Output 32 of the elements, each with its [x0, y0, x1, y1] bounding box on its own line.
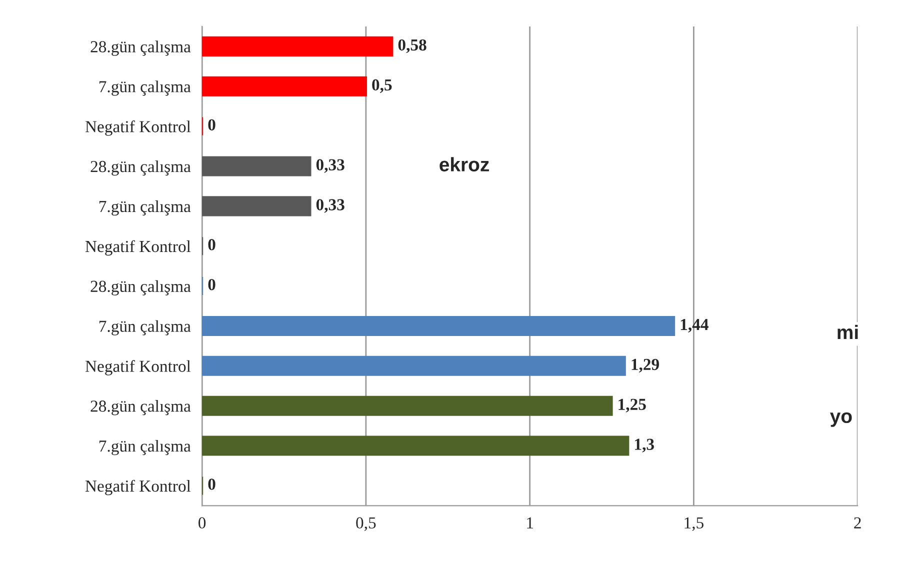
y-tick-label: 7.gün çalışma	[99, 80, 191, 96]
y-tick-label: 28.gün çalışma	[90, 160, 191, 176]
y-tick-label: 28.gün çalışma	[90, 40, 191, 56]
data-label: 1,44	[680, 318, 708, 333]
annotation: yo	[830, 412, 852, 427]
y-tick-label: 28.gün çalışma	[90, 280, 191, 296]
data-label: 0	[208, 239, 216, 250]
y-tick-label: 7.gün çalışma	[99, 440, 191, 456]
data-label: 0,33	[316, 199, 344, 213]
data-label: 1,25	[618, 398, 646, 412]
x-tick-label: 0	[198, 517, 206, 529]
x-tick-label: 2	[854, 517, 861, 528]
y-tick-label: Negatif Kontrol	[85, 480, 191, 496]
data-label: 0,58	[398, 39, 426, 54]
y-tick-label: Negatif Kontrol	[85, 360, 191, 376]
x-tick-label: 1,5	[684, 517, 704, 531]
data-label: 1,3	[635, 438, 654, 452]
data-label: 1,29	[632, 358, 659, 372]
data-label: 0	[208, 119, 216, 130]
y-tick-label: Negatif Kontrol	[85, 240, 191, 256]
data-label: 0,5	[372, 79, 392, 93]
y-tick-label: Negatif Kontrol	[85, 120, 191, 136]
x-tick-label: 0,5	[356, 517, 376, 531]
y-tick-label: 7.gün çalışma	[99, 200, 191, 216]
x-tick-label: 1	[527, 517, 533, 528]
data-label: 0	[208, 478, 216, 490]
annotation: mi	[838, 324, 858, 339]
y-tick-label: 7.gün çalışma	[99, 320, 191, 336]
annotation: ekroz	[440, 157, 489, 172]
data-label: 0,33	[316, 159, 344, 173]
y-tick-label: 28.gün çalışma	[90, 400, 191, 416]
data-label: 0	[208, 278, 216, 290]
